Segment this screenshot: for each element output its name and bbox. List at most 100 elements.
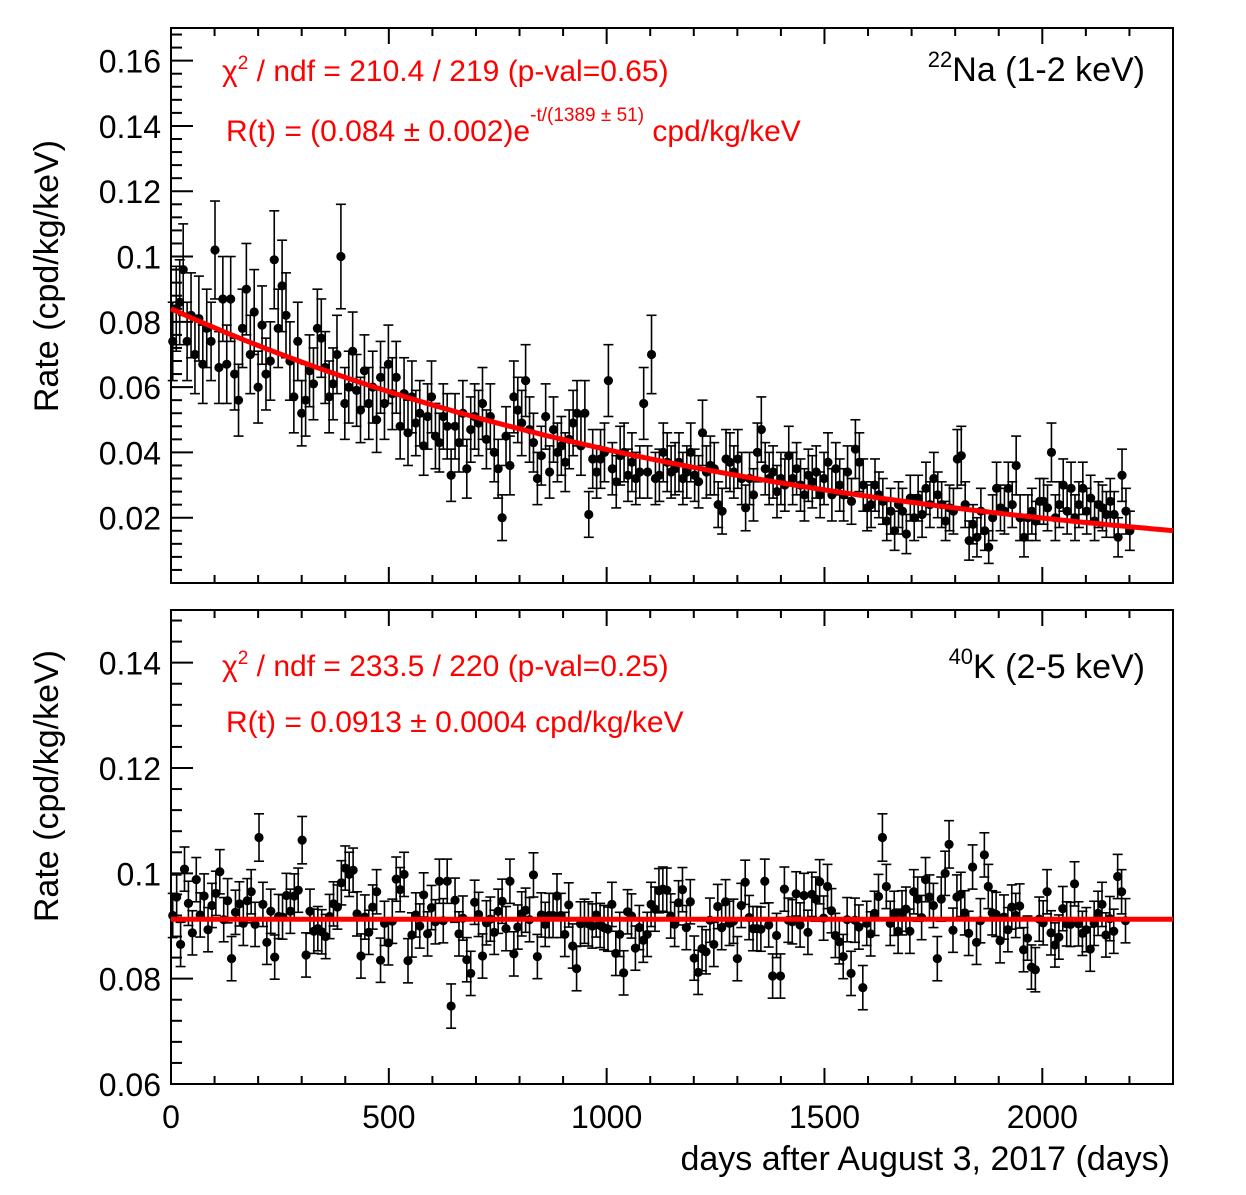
top-data-point <box>415 408 425 418</box>
bottom-data-point <box>815 877 825 887</box>
top-data-point <box>658 447 668 458</box>
top-data-point <box>1062 506 1072 516</box>
top-data-point <box>253 382 263 392</box>
top-data-point <box>312 323 322 333</box>
top-data-point <box>489 447 499 458</box>
bottom-data-point <box>968 862 978 872</box>
bottom-data-point <box>179 864 190 874</box>
top-data-point <box>544 467 555 477</box>
top-data-point <box>293 336 303 347</box>
bottom-data-point <box>1066 919 1076 930</box>
bottom-data-point <box>250 919 260 930</box>
bottom-data-point <box>462 955 472 965</box>
top-data-point <box>214 362 224 373</box>
bottom-data-point <box>477 951 488 961</box>
bottom-data-point <box>720 897 731 907</box>
top-data-point <box>175 297 185 307</box>
top-data-point <box>984 542 994 552</box>
bottom-data-points <box>168 832 1131 1011</box>
top-data-point <box>846 496 857 506</box>
top-data-point <box>909 513 919 523</box>
bottom-data-point <box>552 891 562 901</box>
top-data-point <box>395 421 405 431</box>
bottom-data-point <box>689 953 699 963</box>
bottom-data-point <box>293 885 303 895</box>
top-data-point <box>831 464 841 474</box>
top-data-point <box>980 526 990 536</box>
bottom-data-point <box>336 878 346 888</box>
top-data-point <box>308 379 319 389</box>
top-data-point <box>355 405 366 415</box>
top-data-point <box>281 310 291 320</box>
bottom-data-point <box>1050 940 1060 950</box>
top-data-point <box>206 336 216 347</box>
bottom-data-point <box>321 931 331 942</box>
top-data-point <box>760 464 770 474</box>
bottom-data-point <box>1113 871 1123 882</box>
top-data-point <box>811 467 821 477</box>
top-data-point <box>956 451 966 461</box>
top-data-point <box>1074 500 1084 510</box>
bottom-data-point <box>630 943 641 953</box>
bottom-data-point <box>869 908 880 918</box>
bottom-data-point <box>403 956 413 966</box>
bottom-data-point <box>944 839 954 849</box>
top-y-tick-labels: 0.02 0.04 0.06 0.08 0.1 0.12 0.14 0.16 <box>99 44 161 537</box>
bottom-data-point <box>395 885 405 895</box>
bottom-data-point <box>1018 945 1029 955</box>
top-data-point <box>592 467 602 477</box>
bottom-data-point <box>779 884 789 894</box>
bottom-data-point <box>681 922 691 933</box>
top-plot-frame <box>170 27 1174 584</box>
bottom-data-point <box>607 899 617 910</box>
top-data-point <box>611 477 621 487</box>
bottom-data-point <box>172 892 182 902</box>
top-data-point <box>501 431 511 441</box>
top-data-point <box>964 535 974 546</box>
top-data-point <box>336 251 346 262</box>
top-y-axis-label: Rate (cpd/kg/keV) <box>28 140 66 412</box>
top-data-point <box>348 346 358 356</box>
bottom-data-point <box>285 906 295 916</box>
top-data-point <box>249 307 259 317</box>
top-data-point <box>1078 483 1088 493</box>
bottom-data-point <box>281 890 292 901</box>
top-data-point <box>890 526 900 536</box>
top-data-point <box>332 349 342 360</box>
bottom-data-point <box>528 870 539 880</box>
bottom-data-point <box>826 906 837 916</box>
top-data-point <box>434 438 444 448</box>
bottom-data-point <box>348 865 358 875</box>
top-data-point <box>901 529 911 539</box>
top-y-tick-label: 0.14 <box>99 109 161 145</box>
top-data-point <box>403 428 413 438</box>
bottom-data-point <box>846 968 856 979</box>
top-data-point <box>277 281 287 291</box>
bottom-data-point <box>1007 902 1017 912</box>
bottom-data-point <box>442 876 452 886</box>
bottom-data-point <box>756 924 766 934</box>
top-data-point <box>897 506 908 516</box>
bottom-data-point <box>305 906 315 916</box>
bottom-data-point <box>207 900 217 911</box>
bottom-data-point <box>854 922 864 932</box>
bottom-data-point <box>615 929 625 940</box>
bottom-data-point <box>732 954 742 964</box>
bottom-data-point <box>979 850 989 860</box>
bottom-data-point <box>571 964 582 974</box>
bottom-data-point <box>375 955 386 965</box>
bottom-data-point <box>211 888 221 898</box>
bottom-data-point <box>901 904 911 914</box>
bottom-data-point <box>230 907 241 917</box>
top-data-point <box>257 320 267 330</box>
bottom-data-point <box>426 902 437 913</box>
bottom-data-point <box>619 968 629 978</box>
top-data-point <box>686 447 696 458</box>
top-data-point <box>344 382 354 392</box>
bottom-panel: 0.06 0.08 0.1 0.12 0.14 0 500 1000 1500 2000 Rat… <box>28 609 1174 1178</box>
top-data-point <box>752 447 762 458</box>
bottom-data-point <box>1085 944 1095 954</box>
top-data-point <box>560 457 570 467</box>
bottom-data-point <box>709 939 719 950</box>
